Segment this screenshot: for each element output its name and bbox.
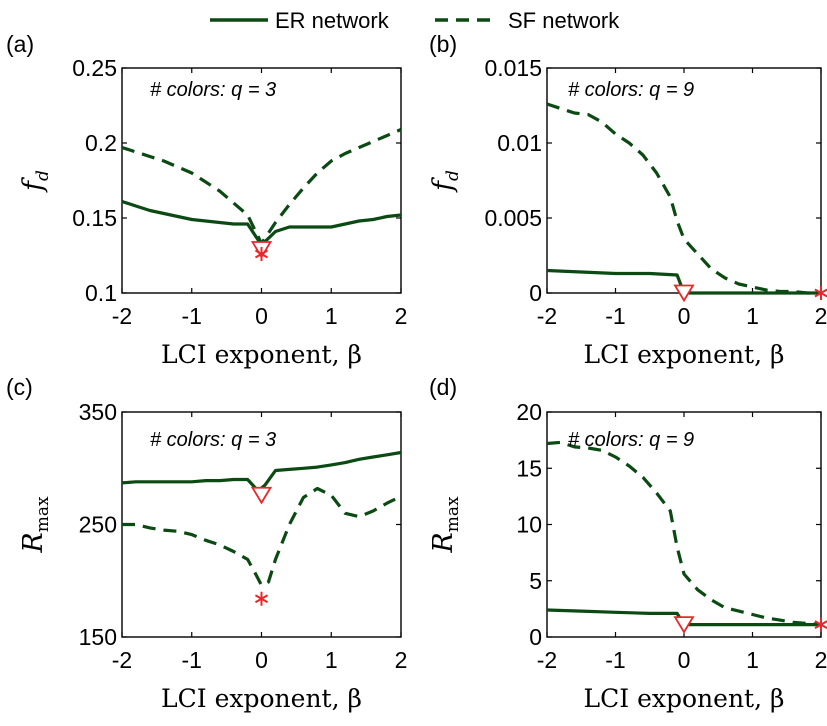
y-axis-label-subscript: max bbox=[443, 496, 463, 532]
panel-label: (a) bbox=[6, 31, 34, 57]
x-tick-label: 2 bbox=[395, 303, 408, 329]
x-tick-label: 0 bbox=[678, 647, 691, 673]
x-tick-label: -2 bbox=[112, 647, 132, 673]
y-axis-label: Rmax bbox=[428, 496, 463, 554]
x-tick-label: -1 bbox=[182, 647, 202, 673]
panel-label: (d) bbox=[429, 374, 457, 400]
x-tick-label: 2 bbox=[815, 647, 827, 673]
x-axis-label: LCI exponent, β bbox=[584, 684, 785, 713]
colors-annotation: # colors: q = 3 bbox=[150, 429, 276, 451]
x-tick-label: 1 bbox=[746, 303, 759, 329]
sf-series-line bbox=[121, 128, 402, 246]
panels-container: -2 -1 0 1 2 0.1 0.15 0.2 0.25 (a) # colors: q = 3 L… bbox=[6, 31, 827, 713]
y-tick-label: 0 bbox=[529, 624, 542, 650]
y-axis-label: Rmax bbox=[18, 496, 53, 554]
x-tick-label: 1 bbox=[746, 647, 759, 673]
y-tick-label: 0.2 bbox=[85, 130, 117, 156]
panel-c: -2 -1 0 1 2 150 250 350 (c) # colors: q = 3 LCI ex… bbox=[6, 374, 407, 713]
legend: ER network SF network bbox=[210, 8, 620, 33]
y-tick-label: 0.25 bbox=[72, 55, 117, 81]
y-tick-label: 0 bbox=[529, 280, 542, 306]
y-tick-label: 10 bbox=[516, 512, 542, 538]
y-axis-label-subscript: max bbox=[33, 496, 53, 532]
x-tick-label: 2 bbox=[395, 647, 408, 673]
x-tick-label: 0 bbox=[255, 647, 268, 673]
y-tick-label: 0.005 bbox=[484, 205, 542, 231]
x-tick-label: -2 bbox=[112, 303, 132, 329]
y-tick-label: 5 bbox=[529, 568, 542, 594]
star-stroke bbox=[814, 620, 827, 629]
triangle-marker bbox=[250, 486, 273, 505]
er-series-line bbox=[546, 268, 821, 295]
x-tick-label: -1 bbox=[605, 303, 625, 329]
star-marker bbox=[814, 617, 827, 632]
y-axis-label: fd bbox=[18, 170, 53, 193]
y-tick-label: 350 bbox=[79, 399, 117, 425]
panel-label: (c) bbox=[6, 374, 33, 400]
x-tick-label: -2 bbox=[537, 647, 557, 673]
star-marker bbox=[254, 591, 269, 606]
legend-sf-label: SF network bbox=[508, 8, 620, 33]
y-axis-label-main: R bbox=[428, 532, 459, 553]
colors-annotation: # colors: q = 9 bbox=[568, 429, 694, 451]
sf-series-line bbox=[122, 486, 402, 587]
triangle-marker bbox=[673, 616, 695, 634]
x-tick-label: 2 bbox=[815, 303, 827, 329]
panel-b: -2 -1 0 1 2 0 0.005 0.01 0.015 (b) # colors: q = 9… bbox=[428, 31, 827, 369]
y-tick-label: 0.1 bbox=[85, 280, 117, 306]
er-series-line bbox=[121, 450, 402, 493]
panel-a: -2 -1 0 1 2 0.1 0.15 0.2 0.25 (a) # colors: q = 3 L… bbox=[6, 31, 407, 369]
y-axis-label-subscript: d bbox=[443, 170, 463, 181]
y-tick-label: 15 bbox=[516, 455, 542, 481]
y-tick-label: 0.01 bbox=[497, 130, 542, 156]
sf-series-line bbox=[546, 440, 822, 627]
y-axis-label-main: R bbox=[18, 532, 49, 553]
y-tick-label: 20 bbox=[516, 399, 542, 425]
star-marker bbox=[254, 247, 269, 261]
x-axis-label: LCI exponent, β bbox=[584, 340, 785, 369]
x-tick-label: 0 bbox=[255, 303, 268, 329]
panel-label: (b) bbox=[429, 31, 457, 57]
x-tick-label: 1 bbox=[325, 303, 338, 329]
star-stroke bbox=[254, 594, 269, 604]
x-axis-label: LCI exponent, β bbox=[161, 684, 362, 713]
y-tick-label: 0.015 bbox=[484, 55, 542, 81]
x-tick-label: -2 bbox=[537, 303, 557, 329]
x-tick-label: -1 bbox=[182, 303, 202, 329]
x-axis-label: LCI exponent, β bbox=[161, 340, 362, 369]
y-tick-label: 0.15 bbox=[72, 205, 117, 231]
axes-box bbox=[546, 67, 822, 294]
y-axis-label: fd bbox=[428, 170, 463, 193]
y-axis-label-main: f bbox=[428, 177, 459, 193]
colors-annotation: # colors: q = 3 bbox=[150, 79, 276, 101]
legend-er-label: ER network bbox=[275, 8, 390, 33]
y-tick-label: 150 bbox=[79, 624, 117, 650]
star-stroke bbox=[814, 288, 827, 298]
sf-series-line bbox=[546, 102, 821, 295]
er-series-line bbox=[121, 199, 402, 247]
x-tick-label: 1 bbox=[325, 647, 338, 673]
x-tick-label: 0 bbox=[678, 303, 691, 329]
y-axis-label-subscript: d bbox=[33, 170, 53, 181]
star-stroke bbox=[254, 249, 269, 259]
colors-annotation: # colors: q = 9 bbox=[568, 79, 694, 101]
y-tick-label: 250 bbox=[79, 512, 117, 538]
star-marker bbox=[814, 286, 827, 300]
y-axis-label-main: f bbox=[18, 177, 49, 193]
x-tick-label: -1 bbox=[605, 647, 625, 673]
triangle-marker bbox=[673, 284, 695, 303]
